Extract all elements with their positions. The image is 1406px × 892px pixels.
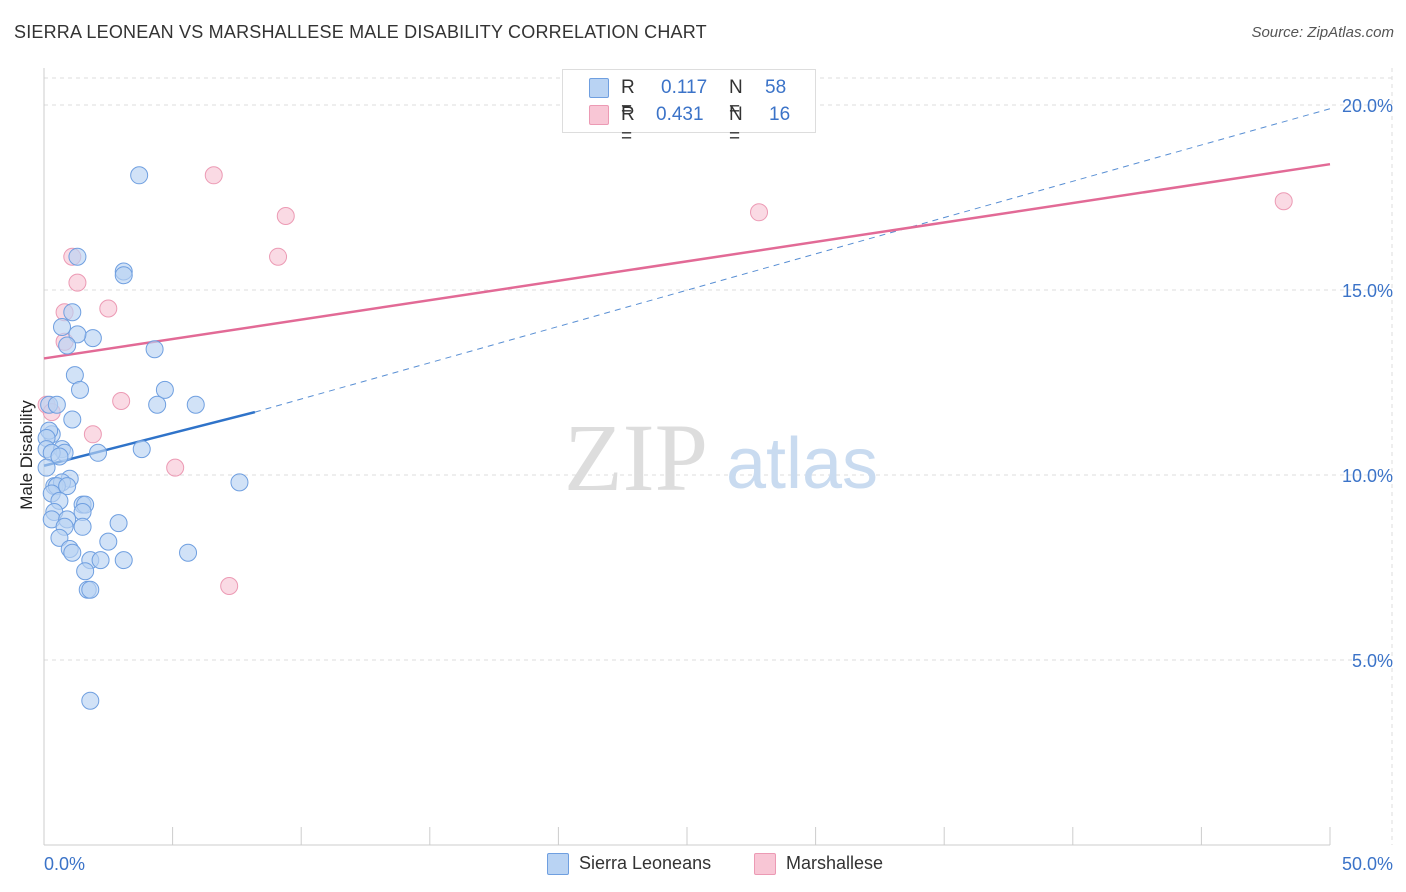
sierra-leonean-trend-line	[43, 410, 256, 467]
sierra-leonean-point	[37, 458, 56, 477]
marshallese-point	[750, 203, 769, 222]
legend-swatch-pink	[589, 105, 609, 125]
y-tick-label: 10.0%	[1342, 466, 1393, 486]
bottom-legend-label: Marshallese	[786, 853, 884, 873]
marshallese-point	[112, 392, 131, 410]
legend-n-value: 16	[769, 104, 791, 125]
sierra-leonean-point	[68, 247, 87, 266]
sierra-leonean-point	[99, 532, 118, 551]
sierra-leonean-point	[53, 318, 72, 336]
watermark-atlas: atlas	[726, 424, 878, 504]
sierra-leonean-point	[145, 340, 164, 359]
sierra-leonean-point	[186, 395, 205, 414]
legend-n-label: N =	[729, 104, 743, 147]
marshallese-point	[276, 207, 295, 225]
watermark: ZIP atlas	[564, 404, 878, 511]
data-points	[37, 166, 1293, 710]
legend-r-label: R =	[621, 104, 635, 147]
bottom-legend-swatch-blue	[547, 853, 569, 875]
source-label: Source: ZipAtlas.com	[1251, 24, 1394, 41]
legend-r-value: 0.431	[656, 104, 704, 125]
legend-r-value: 0.117	[661, 77, 708, 98]
bottom-legend-swatch-pink	[754, 853, 776, 875]
legend-n-label: N =	[729, 77, 743, 120]
sierra-leonean-point	[71, 380, 90, 399]
sierra-leonean-point	[114, 551, 133, 570]
legend-swatch-blue	[589, 78, 609, 98]
sierra-leonean-point	[47, 395, 66, 414]
sierra-leonean-point	[109, 514, 128, 533]
legend-box: R = 0.117 N = 58 R = 0.431 N = 16	[562, 69, 816, 147]
sierra-leonean-point	[63, 303, 82, 322]
chart-title: SIERRA LEONEAN VS MARSHALLESE MALE DISAB…	[14, 22, 707, 42]
x-tick-label-max: 50.0%	[1342, 854, 1393, 874]
legend-n-value: 58	[765, 77, 787, 98]
sierra-leonean-point	[91, 551, 110, 570]
sierra-leonean-point	[83, 329, 102, 348]
marshallese-point	[269, 247, 288, 266]
marshallese-point	[220, 577, 239, 595]
trend-lines	[43, 108, 1331, 467]
y-tick-label: 5.0%	[1352, 651, 1393, 671]
y-tick-label: 20.0%	[1342, 96, 1393, 116]
sierra-leonean-point	[230, 473, 249, 492]
watermark-zip: ZIP	[564, 404, 708, 511]
sierra-leonean-point	[50, 447, 69, 466]
sierra-leonean-point	[50, 528, 69, 547]
legend-r-label: R =	[621, 77, 635, 120]
sierra-leonean-point	[148, 395, 167, 414]
marshallese-point	[68, 273, 87, 292]
y-tick-label: 15.0%	[1342, 281, 1393, 301]
sierra-leonean-point	[63, 543, 82, 562]
marshallese-point	[166, 458, 185, 477]
sierra-leonean-point	[58, 336, 77, 355]
sierra-leonean-point	[76, 562, 95, 581]
sierra-leonean-point	[68, 325, 87, 344]
sierra-leonean-trend-extension	[254, 108, 1331, 413]
gridlines	[44, 68, 1393, 845]
sierra-leonean-point	[89, 443, 108, 462]
marshallese-point	[99, 299, 118, 318]
tick-labels: 5.0% 10.0% 15.0% 20.0% 0.0% 50.0%	[44, 96, 1393, 874]
marshallese-point	[83, 425, 102, 444]
sierra-leonean-point	[114, 266, 133, 285]
x-tick-label-min: 0.0%	[44, 854, 85, 874]
sierra-leonean-point	[58, 477, 77, 496]
sierra-leonean-point	[73, 517, 92, 536]
sierra-leonean-point	[63, 410, 82, 429]
marshallese-point	[204, 166, 223, 185]
marshallese-point	[1274, 192, 1293, 211]
marshallese-trend-line	[43, 162, 1331, 360]
sierra-leonean-point	[155, 380, 174, 399]
sierra-leonean-point	[179, 543, 198, 562]
bottom-legend-label: Sierra Leoneans	[579, 853, 712, 873]
sierra-leonean-point	[132, 440, 151, 459]
sierra-leonean-point	[81, 580, 100, 599]
sierra-leonean-point	[130, 166, 149, 185]
sierra-leonean-point	[81, 691, 100, 710]
